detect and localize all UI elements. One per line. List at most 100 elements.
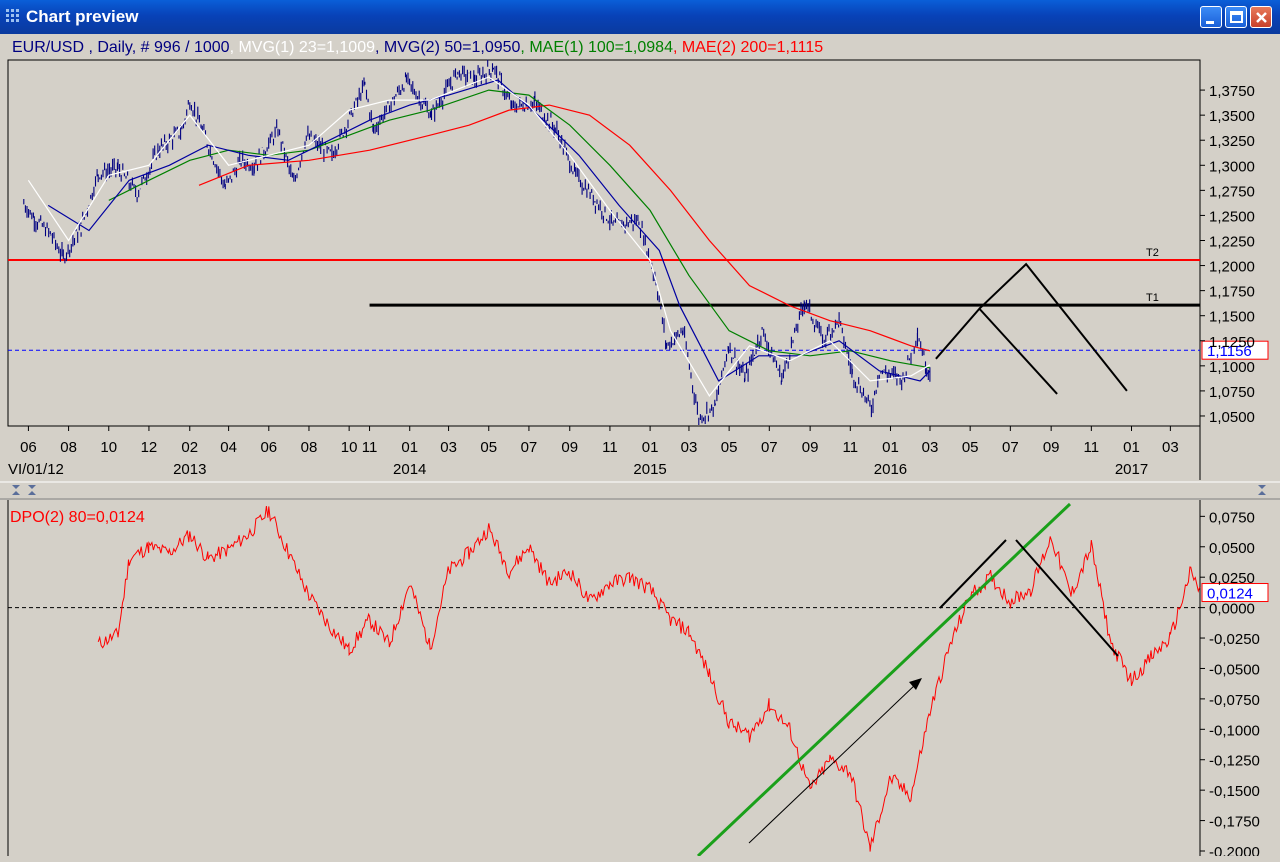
projection-line-1 — [978, 262, 1128, 392]
x-tick-label: 07 — [521, 439, 538, 456]
window-icon — [6, 9, 19, 22]
y-tick-label: 1,2750 — [1209, 183, 1255, 200]
dpo-y-tick-label: -0,0250 — [1209, 631, 1260, 648]
x-tick-label: 10 — [100, 439, 117, 456]
x-tick-label: 08 — [301, 439, 318, 456]
price-legend-text: EUR/USD , Daily, # 996 / 1000, MVG(1) 23… — [12, 39, 823, 56]
dpo-y-tick-label: 0,0500 — [1209, 540, 1255, 557]
x-tick-label: 03 — [922, 439, 939, 456]
y-tick-label: 1,1750 — [1209, 284, 1255, 301]
x-tick-label: 12 — [141, 439, 158, 456]
dpo-legend: DPO(2) 80=0,0124 — [10, 509, 145, 526]
x-tick-label: 04 — [220, 439, 237, 456]
y-tick-label: 1,1000 — [1209, 359, 1255, 376]
y-tick-label: 1,0750 — [1209, 384, 1255, 401]
x-tick-label: 08 — [60, 439, 77, 456]
level-label-t1: T1 — [1146, 292, 1159, 304]
current-price-box — [1201, 340, 1269, 360]
dpo-y-tick-label: -0,1750 — [1209, 814, 1260, 831]
dpo-projection-lines — [939, 539, 1119, 657]
dpo-y-axis: 0,0750 0,0500 0,0250 0,0000 -0,0250 -0,0500 -0… — [1200, 509, 1260, 856]
legend-item-1: , MVG(1) 23=1,1009 — [230, 39, 376, 56]
level-label-t2: T2 — [1146, 247, 1159, 259]
year-label: 2017 — [1115, 461, 1148, 478]
x-tick-label: 10 — [341, 439, 358, 456]
y-tick-label: 1,3000 — [1209, 158, 1255, 175]
x-tick-label: 01 — [1123, 439, 1140, 456]
year-label: 2016 — [874, 461, 907, 478]
legend-item-4: , MAE(2) 200=1,1115 — [673, 39, 823, 56]
x-tick-label: 01 — [401, 439, 418, 456]
arrow-head-icon — [909, 678, 922, 690]
x-tick-label: 11 — [843, 439, 859, 456]
dpo-y-tick-label: 0,0000 — [1209, 601, 1255, 618]
x-tick-label: 01 — [882, 439, 899, 456]
y-tick-label: 1,3750 — [1209, 83, 1255, 100]
x-tick-label: 09 — [561, 439, 578, 456]
y-tick-label: 1,2250 — [1209, 233, 1255, 250]
dpo-current-box — [1201, 583, 1269, 603]
dpo-y-tick-label: 0,0250 — [1209, 570, 1255, 587]
x-tick-label: 09 — [1043, 439, 1060, 456]
current-price-label: 1,1156 — [1207, 343, 1252, 360]
mae100-line — [108, 89, 931, 369]
year-label: VI/01/12 — [8, 461, 64, 478]
dpo-y-tick-label: -0,1000 — [1209, 722, 1260, 739]
window-title: Chart preview — [26, 7, 139, 26]
x-tick-label: 02 — [181, 439, 198, 456]
mae200-line — [198, 104, 931, 352]
pane-splitter[interactable] — [0, 480, 1280, 500]
dpo-current-label: 0,0124 — [1207, 586, 1253, 603]
x-tick-label: 05 — [721, 439, 738, 456]
x-tick-label: 06 — [260, 439, 277, 456]
y-tick-label: 1,3250 — [1209, 133, 1255, 150]
close-button[interactable] — [1250, 6, 1272, 28]
dpo-y-tick-label: 0,0750 — [1209, 509, 1255, 526]
dpo-chart-pane[interactable]: DPO(2) 80=0,0124 0,0124 0,0750 0,0500 0,02… — [6, 500, 1278, 856]
price-legend: EUR/USD , Daily, # 996 / 1000, MVG(1) 23… — [12, 39, 823, 56]
dpo-y-tick-label: -0,1250 — [1209, 753, 1260, 770]
x-tick-label: 07 — [1002, 439, 1019, 456]
x-tick-label: 03 — [1162, 439, 1179, 456]
price-chart-pane[interactable]: EUR/USD , Daily, # 996 / 1000, MVG(1) 23… — [6, 34, 1278, 480]
x-tick-label: 11 — [362, 439, 378, 456]
title-bar[interactable]: Chart preview — [0, 0, 1280, 34]
dpo-line — [97, 506, 1201, 852]
legend-item-3: , MAE(1) 100=1,0984 — [520, 39, 673, 56]
year-label: 2014 — [393, 461, 426, 478]
minimize-icon — [1206, 21, 1214, 24]
x-tick-label: 07 — [761, 439, 778, 456]
x-tick-label: 09 — [802, 439, 819, 456]
dpo-legend-text: DPO(2) 80=0,0124 — [10, 509, 145, 526]
price-y-axis: 1,3750 1,3500 1,3250 1,3000 1,2750 1,2500 1,22… — [1200, 83, 1255, 426]
legend-item-0: EUR/USD , Daily, # 996 / 1000 — [12, 39, 230, 56]
year-label: 2015 — [633, 461, 666, 478]
year-label: 2013 — [173, 461, 206, 478]
dpo-y-tick-label: -0,0500 — [1209, 661, 1260, 678]
y-tick-label: 1,1250 — [1209, 334, 1255, 351]
x-tick-label: 05 — [962, 439, 979, 456]
minimize-button[interactable] — [1200, 6, 1222, 28]
mvg23-line — [27, 76, 931, 397]
x-tick-label: 06 — [20, 439, 37, 456]
x-tick-label: 05 — [480, 439, 497, 456]
trend-line — [696, 502, 1072, 856]
arrow-line — [748, 683, 917, 844]
y-tick-label: 1,1500 — [1209, 309, 1255, 326]
x-tick-label: 11 — [602, 439, 618, 456]
maximize-button[interactable] — [1225, 6, 1247, 28]
x-tick-label: 03 — [440, 439, 457, 456]
x-tick-label: 11 — [1084, 439, 1100, 456]
y-tick-label: 1,2000 — [1209, 259, 1255, 276]
time-x-axis: 06 08 10 12 02 04 06 08 10 11 01 03 05 07 09 11 01 03 05 07… — [8, 426, 1179, 478]
dpo-y-tick-label: -0,0750 — [1209, 692, 1260, 709]
y-tick-label: 1,0500 — [1209, 409, 1255, 426]
dpo-y-tick-label: -0,1500 — [1209, 783, 1260, 800]
x-tick-label: 03 — [681, 439, 698, 456]
close-icon — [1256, 12, 1267, 23]
maximize-icon — [1230, 11, 1243, 23]
dpo-y-tick-label: -0,2000 — [1209, 844, 1260, 856]
legend-item-2: , MVG(2) 50=1,0950 — [375, 39, 521, 56]
y-tick-label: 1,3500 — [1209, 108, 1255, 125]
